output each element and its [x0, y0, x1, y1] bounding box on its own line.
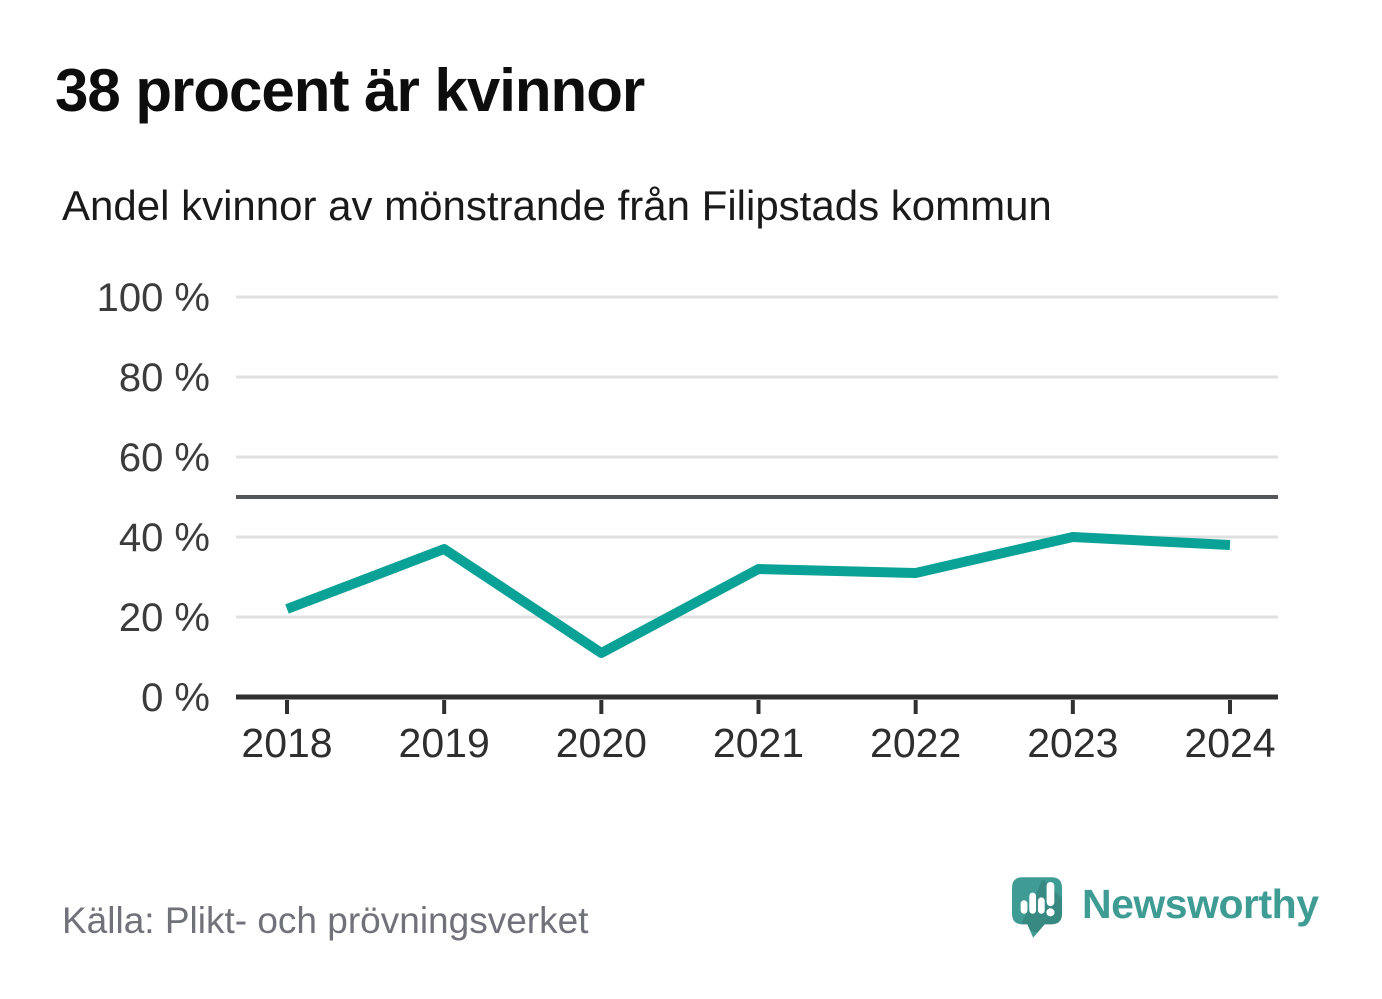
brand-wordmark: Newsworthy: [1082, 880, 1319, 927]
x-tick-label: 2019: [399, 720, 490, 766]
x-tick-label: 2023: [1027, 720, 1118, 766]
y-tick-label: 0 %: [141, 676, 210, 720]
y-tick-label: 80 %: [119, 356, 210, 400]
bar-chart-glyph: [1020, 892, 1045, 914]
x-tick-label: 2018: [241, 720, 332, 766]
y-tick-label: 60 %: [119, 436, 210, 480]
source-attribution: Källa: Plikt- och prövningsverket: [62, 900, 589, 941]
chart-title: 38 procent är kvinnor: [55, 57, 645, 124]
newsworthy-bubble-icon: [1012, 877, 1062, 938]
x-tick-label: 2021: [713, 720, 804, 766]
y-tick-label: 40 %: [119, 516, 210, 560]
newsworthy-logo: Newsworthy: [1012, 876, 1319, 940]
x-tick-label: 2020: [556, 720, 647, 766]
data-line: [285, 532, 1231, 658]
y-tick-label: 20 %: [119, 596, 210, 640]
chart-subtitle: Andel kvinnor av mönstrande från Filipst…: [62, 182, 1052, 229]
y-tick-label: 100 %: [97, 276, 210, 320]
x-tick-label: 2024: [1184, 720, 1275, 766]
x-tick-label: 2022: [870, 720, 961, 766]
exclamation-icon: [1046, 882, 1055, 917]
